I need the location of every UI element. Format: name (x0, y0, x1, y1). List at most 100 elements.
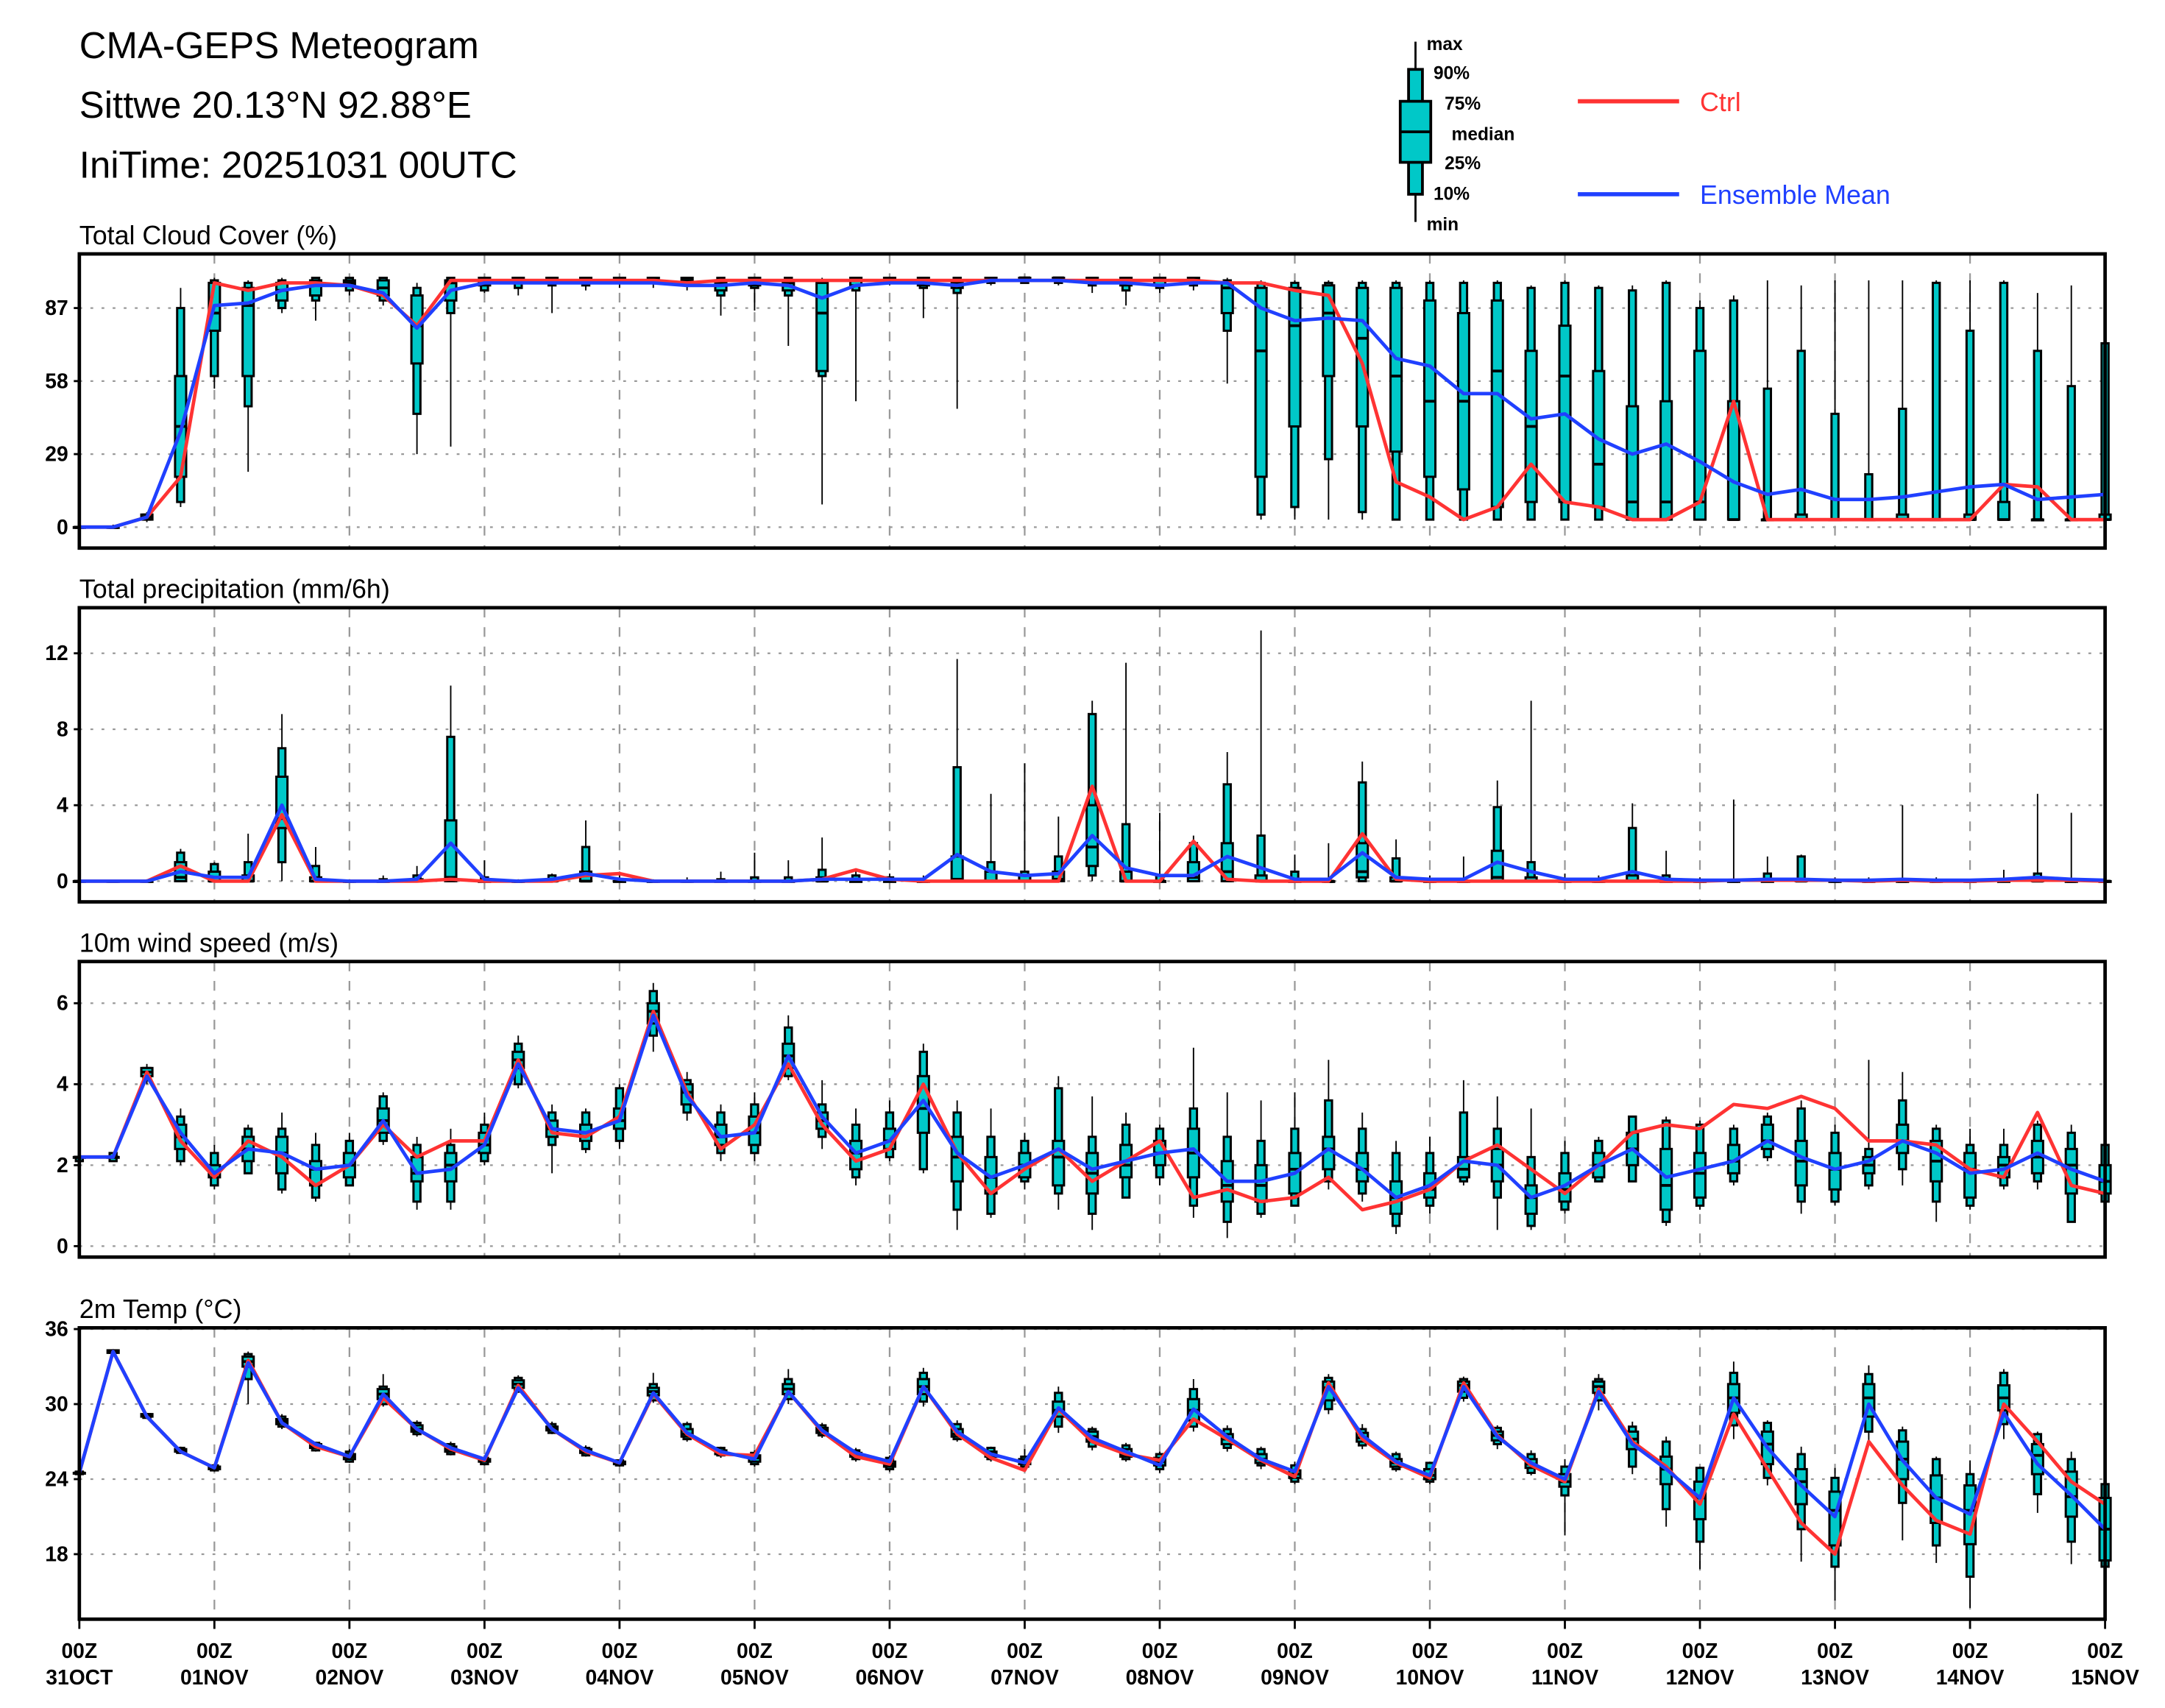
ensemble-box (208, 277, 222, 389)
box-p10-p90 (1358, 781, 1367, 882)
ensemble-mean-line (79, 803, 2105, 883)
ensemble-box (1896, 805, 1910, 883)
ensemble-box (1356, 280, 1369, 520)
ensemble-box (410, 283, 424, 455)
legend-max: max (1427, 35, 1463, 54)
y-tick-label: 24 (45, 1467, 68, 1490)
legend-median: median (1452, 124, 1515, 144)
y-tick-label: 6 (57, 991, 68, 1015)
x-axis: 00Z 31OCT 00Z 01NOV 00Z 02NOV 00Z 03NOV 00Z 04NOV… (46, 1619, 2139, 1689)
x-tick-date: 11NOV (1531, 1665, 1598, 1689)
y-tick-label: 58 (45, 369, 68, 392)
legend-box-icon (1398, 41, 1433, 222)
ensemble-box (1456, 280, 1470, 521)
box-p10-p90 (1459, 1111, 1469, 1183)
x-tick-date: 02NOV (315, 1665, 383, 1689)
ensemble-box (1862, 280, 1876, 522)
y-tick-label: 0 (57, 869, 68, 893)
x-tick-hour: 00Z (1682, 1639, 1718, 1662)
x-tick-hour: 00Z (196, 1639, 233, 1662)
x-tick-hour: 00Z (1007, 1639, 1043, 1662)
box-p10-p90 (1830, 412, 1840, 521)
ensemble-box (782, 860, 796, 883)
box-p25-p75 (1828, 1152, 1842, 1191)
box-p25-p75 (444, 819, 458, 882)
ensemble-box (1018, 763, 1032, 883)
ensemble-box (1152, 812, 1167, 883)
legend-p10: 10% (1434, 185, 1470, 205)
ensemble-box (1693, 1120, 1707, 1210)
ensemble-box (1794, 1446, 1808, 1562)
x-tick-date: 04NOV (586, 1665, 654, 1689)
ensemble-box (1659, 1436, 1673, 1527)
ensemble-box (1119, 662, 1133, 883)
box-p25-p75 (1490, 299, 1504, 508)
ensemble-box (444, 277, 458, 447)
x-tick-hour: 00Z (1952, 1639, 1988, 1662)
panel-frame (77, 1326, 2107, 1621)
ensemble-box (1052, 1076, 1066, 1210)
ensemble-box (1288, 280, 1302, 520)
ensemble-box (1592, 285, 1606, 521)
ensemble-box (2064, 1451, 2078, 1565)
y-tick-label: 87 (45, 296, 68, 319)
ensemble-box (1896, 1071, 1910, 1186)
x-tick-date: 31OCT (46, 1665, 113, 1689)
chart-title: CMA-GEPS Meteogram (79, 24, 479, 66)
ensemble-box (984, 1108, 998, 1218)
box-p25-p75 (1422, 299, 1437, 478)
box-p10-p90 (1796, 855, 1806, 882)
panel-title: 2m Temp (°C) (79, 1294, 242, 1324)
y-tick-label: 4 (57, 793, 68, 817)
x-tick-hour: 00Z (467, 1639, 503, 1662)
y-tick-label: 36 (45, 1317, 68, 1341)
ensemble-box (1422, 280, 1437, 521)
box-p25-p75 (1254, 1163, 1268, 1203)
x-tick-date: 15NOV (2071, 1665, 2139, 1689)
x-tick-date: 05NOV (720, 1665, 789, 1689)
ensemble-box (1626, 285, 1640, 521)
x-tick-date: 08NOV (1126, 1665, 1194, 1689)
panel-title: Total precipitation (mm/6h) (79, 575, 390, 604)
y-tick-label: 18 (45, 1542, 68, 1565)
ensemble-box (1760, 1112, 1774, 1161)
ensemble-box (1524, 285, 1538, 521)
x-tick-date: 07NOV (991, 1665, 1059, 1689)
box-p25-p75 (1693, 350, 1707, 521)
ensemble-box (1558, 280, 1572, 521)
box-p25-p75 (1996, 500, 2010, 521)
ensemble-mean-line (79, 278, 2105, 529)
box-p10-p90 (2066, 385, 2076, 521)
y-tick-label: 4 (57, 1072, 68, 1096)
x-tick-date: 10NOV (1396, 1665, 1464, 1689)
x-tick-hour: 00Z (1277, 1639, 1313, 1662)
ensemble-box (848, 277, 863, 402)
ensemble-box (1220, 277, 1234, 384)
x-tick-hour: 00Z (1547, 1639, 1583, 1662)
ensemble-box (1456, 1080, 1470, 1186)
panel-temperature: 2m Temp (°C) 18 24 30 36 (45, 1294, 2112, 1621)
ensemble-box (1626, 803, 1640, 883)
x-tick-hour: 00Z (61, 1639, 97, 1662)
ensemble-box (1085, 1096, 1099, 1230)
ensemble-box (1422, 1136, 1437, 1214)
x-tick-hour: 00Z (2087, 1639, 2123, 1662)
box-p25-p75 (1322, 284, 1336, 378)
legend-min: min (1427, 215, 1459, 235)
ensemble-box (275, 714, 289, 882)
panel-precipitation: Total precipitation (mm/6h) 0 4 8 12 (45, 575, 2112, 904)
ensemble-box (748, 852, 762, 883)
ctrl-line (79, 1009, 2106, 1212)
y-tick-label: 29 (45, 442, 68, 466)
ensemble-box (1524, 701, 1538, 883)
x-tick-date: 12NOV (1666, 1665, 1735, 1689)
ensemble-box (2030, 293, 2044, 522)
y-tick-label: 0 (57, 515, 68, 539)
ensemble-box (1896, 280, 1910, 521)
ensemble-box (1288, 1092, 1302, 1207)
box-p10-p90 (2033, 350, 2043, 521)
ensemble-box (1119, 1112, 1133, 1199)
x-tick-hour: 00Z (331, 1639, 367, 1662)
ensemble-box (1018, 1133, 1032, 1190)
